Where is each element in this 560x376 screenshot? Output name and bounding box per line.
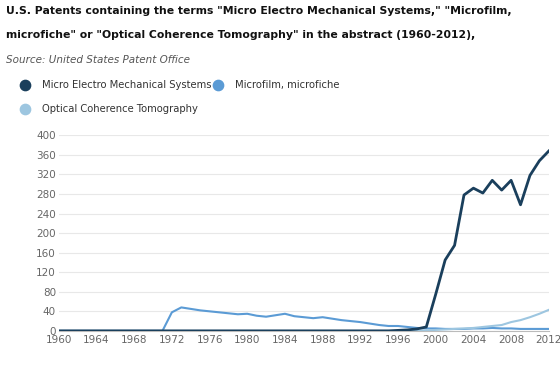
Text: Source: United States Patent Office: Source: United States Patent Office [6, 55, 190, 65]
Point [21, 106, 30, 112]
Text: U.S. Patents containing the terms "Micro Electro Mechanical Systems," "Microfilm: U.S. Patents containing the terms "Micro… [6, 6, 511, 16]
Text: Optical Coherence Tomography: Optical Coherence Tomography [42, 104, 198, 114]
Point [214, 82, 223, 88]
Text: Microfilm, microfiche: Microfilm, microfiche [235, 80, 340, 89]
Text: Micro Electro Mechanical Systems: Micro Electro Mechanical Systems [42, 80, 212, 89]
Text: microfiche" or "Optical Coherence Tomography" in the abstract (1960-2012),: microfiche" or "Optical Coherence Tomogr… [6, 30, 475, 40]
Point [21, 82, 30, 88]
